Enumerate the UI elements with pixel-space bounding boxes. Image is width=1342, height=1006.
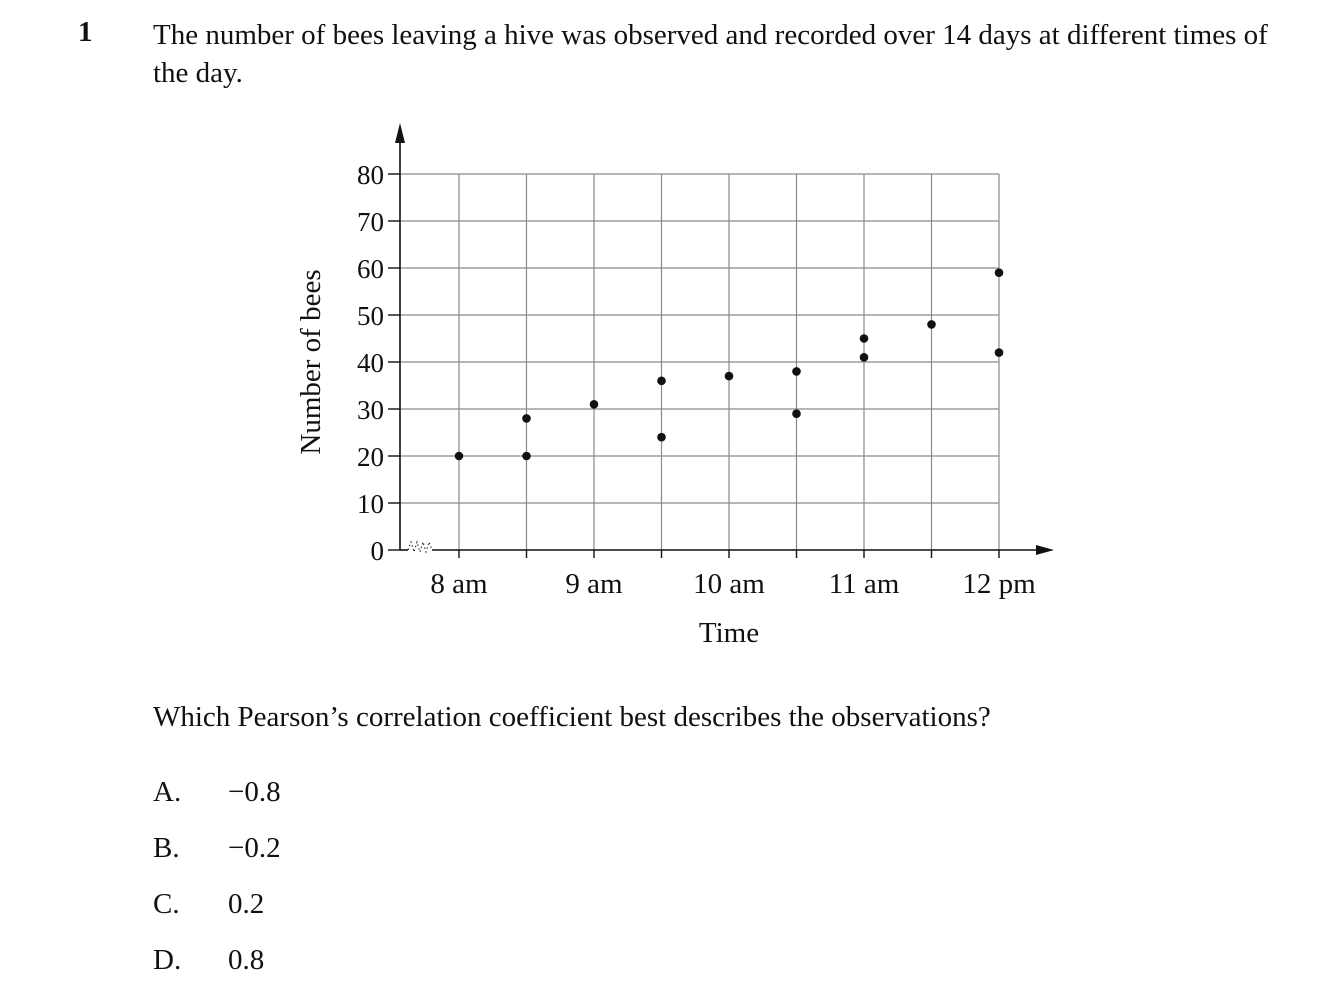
x-tick-label: 10 am: [693, 568, 765, 600]
option-c[interactable]: C. 0.2: [153, 888, 264, 921]
data-point: [792, 409, 801, 419]
option-b[interactable]: B. −0.2: [153, 832, 281, 865]
x-tick-label: 8 am: [430, 568, 488, 600]
option-value: −0.8: [228, 776, 281, 808]
data-points: [454, 268, 1004, 461]
option-letter: D.: [153, 944, 182, 976]
y-tick-label: 40: [357, 348, 384, 378]
x-axis-ticks: 8 am 9 am 10 am 11 am 12 pm: [430, 550, 1036, 600]
chart-grid: [400, 173, 1000, 550]
y-tick-label: 70: [357, 207, 384, 237]
option-a[interactable]: A. −0.8: [153, 776, 281, 809]
data-point: [522, 451, 531, 461]
data-point: [657, 376, 666, 386]
x-axis-break: [407, 540, 433, 554]
y-axis-arrow: [395, 123, 405, 143]
data-point: [927, 320, 936, 329]
y-tick-label: 10: [357, 489, 384, 519]
option-value: −0.2: [228, 832, 281, 864]
y-tick-label: 20: [357, 442, 384, 472]
question-prompt: Which Pearson’s correlation coefficient …: [153, 701, 991, 733]
y-axis-label: Number of bees: [295, 269, 327, 454]
scatter-chart: 0 10 20 30 40 50 60 70 80 8 am 9 am 10 am 11 am 12 p…: [295, 123, 1054, 649]
data-point: [657, 432, 666, 442]
x-tick-label: 9 am: [565, 568, 623, 600]
y-tick-label: 30: [357, 395, 384, 425]
y-tick-label: 60: [357, 254, 384, 284]
data-point: [724, 371, 734, 381]
question-stem: The number of bees leaving a hive was ob…: [153, 19, 1268, 89]
option-letter: B.: [153, 832, 180, 864]
chart-axes: [395, 123, 1054, 555]
option-value: 0.8: [228, 944, 265, 976]
x-tick-label: 12 pm: [962, 568, 1036, 600]
x-axis-arrow: [1036, 545, 1054, 555]
option-letter: C.: [153, 888, 180, 920]
y-tick-label: 50: [357, 301, 384, 331]
data-point: [454, 451, 464, 461]
option-d[interactable]: D. 0.8: [153, 944, 264, 977]
data-point: [859, 334, 869, 343]
y-tick-label: 0: [371, 536, 385, 566]
option-value: 0.2: [228, 888, 265, 920]
question-number: 1: [78, 16, 93, 48]
data-point: [994, 348, 1004, 357]
data-point: [589, 400, 599, 409]
x-tick-label: 11 am: [829, 568, 900, 600]
y-axis-ticks: 0 10 20 30 40 50 60 70 80: [357, 160, 400, 566]
y-tick-label: 80: [357, 160, 384, 190]
option-letter: A.: [153, 776, 182, 808]
data-point: [994, 268, 1004, 277]
data-point: [792, 367, 801, 376]
data-point: [859, 353, 869, 362]
data-point: [522, 414, 531, 423]
x-axis-label: Time: [699, 617, 759, 649]
